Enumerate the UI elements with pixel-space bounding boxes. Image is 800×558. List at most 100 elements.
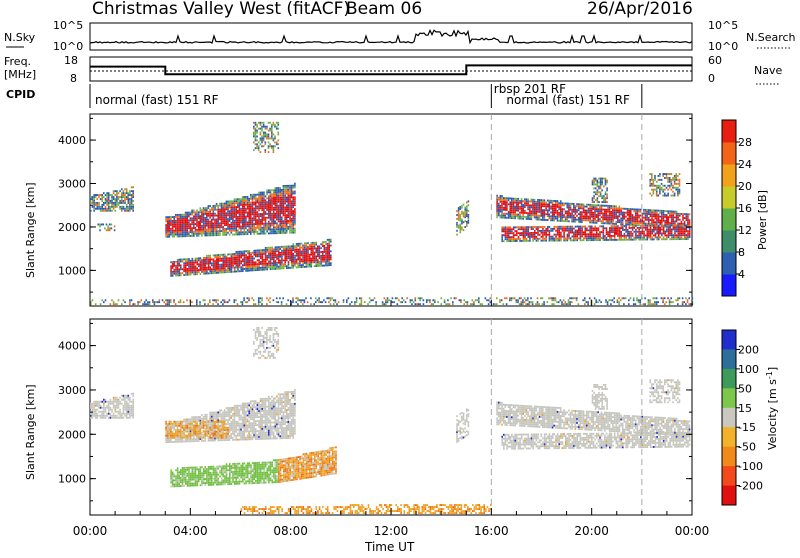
power-blob-evening-upper-cell xyxy=(503,209,505,211)
power-blob-evening-lower-cell xyxy=(562,226,564,228)
power-blob-ground-cell xyxy=(416,303,418,305)
power-blob-main-cell xyxy=(268,191,270,193)
power-blob-lower-cell xyxy=(247,270,249,272)
power-blob-evening-upper-cell xyxy=(562,220,564,222)
power-blob-main-cell xyxy=(263,223,265,225)
power-blob-lower-cell xyxy=(188,272,190,274)
power-blob-lower-cell xyxy=(200,261,202,263)
power-blob-lower-cell xyxy=(218,258,220,260)
power-blob-ground-cell xyxy=(240,301,242,303)
power-blob-main-cell xyxy=(252,217,254,219)
power-blob-evening-lower-cell xyxy=(629,235,631,237)
power-blob-lower-cell xyxy=(170,271,172,273)
power-blob-lower-cell xyxy=(205,259,207,261)
power-blob-evening-upper-cell xyxy=(553,212,555,214)
power-blob-evening-upper-cell xyxy=(597,210,599,212)
power-blob-evening-upper-cell xyxy=(664,214,666,216)
power-blob-upper-cell xyxy=(255,130,257,132)
power-blob-evening-lower-cell xyxy=(508,234,510,236)
power-blob-ground-cell xyxy=(199,303,201,305)
power-blob-streak-cell xyxy=(464,210,466,212)
power-blob-lateupper-cell xyxy=(649,173,651,175)
power-blob-evening-upper-cell xyxy=(651,223,653,225)
power-blob-evening-lower-cell xyxy=(629,231,631,233)
power-blob-upper-cell xyxy=(260,151,262,153)
power-blob-main-cell xyxy=(217,213,219,215)
power-blob-spike-cell xyxy=(600,195,602,197)
power-blob-lower-cell xyxy=(252,264,254,266)
power-blob-evening-lower-cell xyxy=(575,230,577,232)
power-blob-lower-cell xyxy=(267,247,269,249)
power-blob-evening-lower-cell xyxy=(588,226,590,228)
power-blob-lower-cell xyxy=(283,263,285,265)
power-blob-main-cell xyxy=(190,217,192,219)
power-blob-main-cell xyxy=(244,227,246,229)
power-blob-main-cell xyxy=(278,215,280,217)
power-blob-lower-cell xyxy=(193,271,195,273)
power-blob-evening-upper-cell xyxy=(622,216,624,218)
power-blob-main-cell xyxy=(261,219,263,221)
power-blob-main-cell xyxy=(204,223,206,225)
power-blob-main-cell xyxy=(279,207,281,209)
power-blob-evening-lower-cell xyxy=(528,226,530,228)
power-blob-streak-cell xyxy=(456,222,458,224)
power-blob-main-cell xyxy=(217,220,219,222)
power-blob-main-cell xyxy=(271,228,273,230)
power-blob-main-cell xyxy=(283,232,285,234)
power-blob-earlymorning-cell xyxy=(128,208,130,210)
power-blob-evening-upper-cell xyxy=(552,210,554,212)
power-blob-main-cell xyxy=(271,213,273,215)
power-blob-ground-cell xyxy=(253,299,255,301)
power-blob-lower-cell xyxy=(296,263,298,265)
power-blob-main-cell xyxy=(289,212,291,214)
power-blob-earlymorning-cell xyxy=(118,202,120,204)
power-blob-lateupper-cell xyxy=(653,183,655,185)
power-blob-evening-lower-cell xyxy=(576,230,578,232)
power-blob-main-cell xyxy=(255,196,257,198)
power-blob-lower-cell xyxy=(192,268,194,270)
power-blob-main-cell xyxy=(195,227,197,229)
power-blob-evening-upper-cell xyxy=(604,218,606,220)
power-blob-main-cell xyxy=(260,201,262,203)
power-blob-evening-lower-cell xyxy=(679,230,681,232)
power-blob-evening-lower-cell xyxy=(528,236,530,238)
power-blob-main-cell xyxy=(185,216,187,218)
power-blob-lower-cell xyxy=(265,263,267,265)
power-blob-evening-upper-cell xyxy=(496,205,498,207)
power-blob-lower-cell xyxy=(283,250,285,252)
power-blob-evening-upper-cell xyxy=(558,212,560,214)
power-blob-evening-upper-cell xyxy=(527,214,529,216)
power-blob-evening-lower-cell xyxy=(567,228,569,230)
power-blob-evening-lower-cell xyxy=(676,228,678,230)
power-blob-ground-cell xyxy=(447,303,449,305)
power-blob-earlymorning-cell xyxy=(116,194,118,196)
power-blob-evening-upper-cell xyxy=(571,209,573,211)
power-blob-main-cell xyxy=(288,216,290,218)
power-blob-main-cell xyxy=(208,221,210,223)
power-blob-upper-cell xyxy=(256,136,258,138)
power-blob-main-cell xyxy=(182,229,184,231)
power-blob-evening-upper-cell xyxy=(633,216,635,218)
power-blob-lower-cell xyxy=(232,267,234,269)
power-blob-earlymorning-cell xyxy=(105,200,107,202)
power-blob-evening-upper-cell xyxy=(635,218,637,220)
power-blob-main-cell xyxy=(260,233,262,235)
power-blob-evening-upper-cell xyxy=(614,217,616,219)
power-blob-evening-lower-cell xyxy=(562,230,564,232)
power-blob-lower-cell xyxy=(304,242,306,244)
power-blob-lower-cell xyxy=(182,268,184,270)
power-blob-spike-cell xyxy=(600,180,602,182)
power-blob-evening-lower-cell xyxy=(647,239,649,241)
power-blob-main-cell xyxy=(257,211,259,213)
power-blob-main-cell xyxy=(268,211,270,213)
power-blob-lower-cell xyxy=(315,265,317,267)
power-blob-main-cell xyxy=(281,224,283,226)
power-blob-lower-cell xyxy=(214,254,216,256)
power-blob-main-cell xyxy=(231,208,233,210)
power-blob-ground-cell xyxy=(307,301,309,303)
power-blob-evening-upper-cell xyxy=(599,210,601,212)
power-blob-evening-upper-cell xyxy=(540,207,542,209)
power-blob-lower-cell xyxy=(296,245,298,247)
power-blob-lower-cell xyxy=(288,249,290,251)
power-blob-ground-cell xyxy=(318,301,320,303)
